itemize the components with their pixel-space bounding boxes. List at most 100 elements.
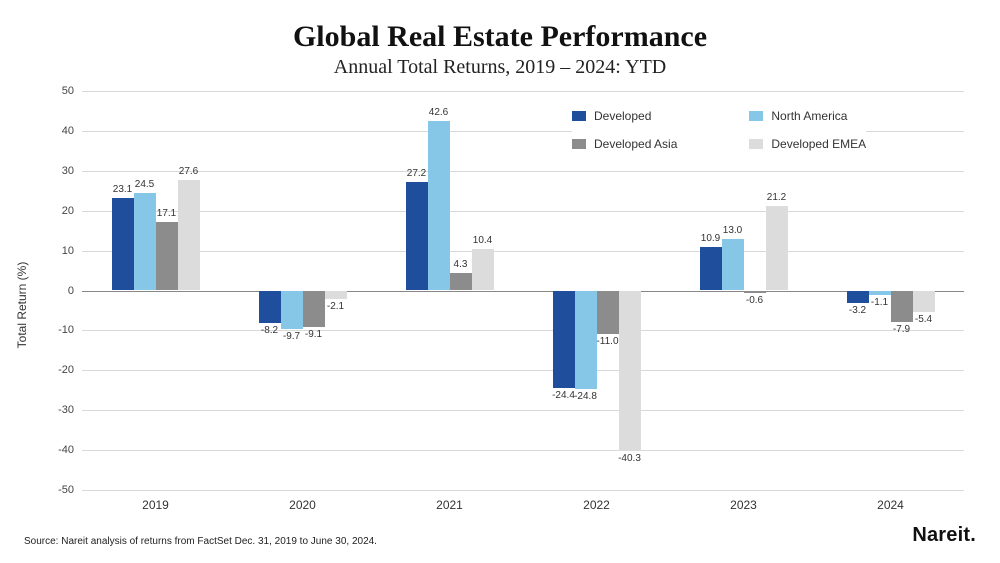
legend-swatch bbox=[572, 139, 586, 149]
chart-group: 23.124.517.127.62019 bbox=[82, 91, 229, 490]
chart-group: 27.242.64.310.42021 bbox=[376, 91, 523, 490]
bar-value-label: 23.1 bbox=[113, 184, 132, 195]
bar-slot: 27.6 bbox=[178, 91, 200, 490]
y-tick-label: 0 bbox=[68, 285, 82, 297]
bar bbox=[722, 239, 744, 291]
bar-slot: -2.1 bbox=[325, 91, 347, 490]
bar-value-label: 21.2 bbox=[767, 192, 786, 203]
page: Global Real Estate Performance Annual To… bbox=[0, 0, 1000, 563]
bar-value-label: -2.1 bbox=[327, 301, 344, 312]
bar bbox=[575, 291, 597, 390]
brand-logo: Nareit. bbox=[912, 524, 976, 547]
bar-value-label: 24.5 bbox=[135, 179, 154, 190]
legend-label: Developed bbox=[594, 109, 651, 123]
bar bbox=[281, 291, 303, 330]
bar bbox=[913, 291, 935, 313]
title-block: Global Real Estate Performance Annual To… bbox=[24, 20, 976, 79]
bar bbox=[472, 249, 494, 290]
y-tick-label: -10 bbox=[58, 324, 82, 336]
gridline bbox=[82, 490, 964, 491]
bar-value-label: 17.1 bbox=[157, 208, 176, 219]
bar bbox=[869, 291, 891, 295]
bar-slot: 23.1 bbox=[112, 91, 134, 490]
bar bbox=[700, 247, 722, 290]
x-tick-label: 2024 bbox=[817, 498, 964, 512]
legend-swatch bbox=[749, 139, 763, 149]
bar-value-label: 10.4 bbox=[473, 235, 492, 246]
y-tick-label: 10 bbox=[62, 245, 82, 257]
bar bbox=[619, 291, 641, 452]
y-tick-label: 50 bbox=[62, 85, 82, 97]
bar bbox=[406, 182, 428, 291]
bar-value-label: -5.4 bbox=[915, 314, 932, 325]
bar-value-label: -24.8 bbox=[574, 391, 597, 402]
legend-label: North America bbox=[771, 109, 847, 123]
x-tick-label: 2022 bbox=[523, 498, 670, 512]
plot-area: -50-40-30-20-100102030405023.124.517.127… bbox=[82, 91, 964, 490]
legend-label: Developed EMEA bbox=[771, 137, 866, 151]
bar bbox=[428, 121, 450, 291]
bar-value-label: 27.2 bbox=[407, 168, 426, 179]
bar-value-label: 42.6 bbox=[429, 107, 448, 118]
y-tick-label: -50 bbox=[58, 484, 82, 496]
bar-value-label: -7.9 bbox=[893, 324, 910, 335]
bar bbox=[553, 291, 575, 388]
legend-item: Developed Asia bbox=[572, 137, 677, 151]
y-tick-label: 40 bbox=[62, 125, 82, 137]
bar-slot: 17.1 bbox=[156, 91, 178, 490]
bar-slot: -9.1 bbox=[303, 91, 325, 490]
y-tick-label: -20 bbox=[58, 364, 82, 376]
bar bbox=[744, 291, 766, 293]
bar bbox=[597, 291, 619, 335]
bar-value-label: -8.2 bbox=[261, 325, 278, 336]
chart-subtitle: Annual Total Returns, 2019 – 2024: YTD bbox=[24, 56, 976, 79]
chart-inner: -50-40-30-20-100102030405023.124.517.127… bbox=[82, 91, 964, 518]
bar bbox=[891, 291, 913, 323]
bar-value-label: -0.6 bbox=[746, 295, 763, 306]
legend-item: North America bbox=[749, 109, 866, 123]
legend-swatch bbox=[749, 111, 763, 121]
bar-slot: -1.1 bbox=[869, 91, 891, 490]
bar bbox=[112, 198, 134, 290]
bar bbox=[303, 291, 325, 327]
bar bbox=[450, 273, 472, 290]
x-tick-label: 2021 bbox=[376, 498, 523, 512]
bar bbox=[847, 291, 869, 304]
x-tick-label: 2023 bbox=[670, 498, 817, 512]
legend-item: Developed EMEA bbox=[749, 137, 866, 151]
legend: Developed North America Developed Asia Deve… bbox=[572, 109, 866, 151]
bar-value-label: -9.1 bbox=[305, 329, 322, 340]
bar bbox=[178, 180, 200, 290]
bar-slot: 24.5 bbox=[134, 91, 156, 490]
bar bbox=[259, 291, 281, 324]
y-axis-label: Total Return (%) bbox=[15, 261, 29, 348]
legend-label: Developed Asia bbox=[594, 137, 677, 151]
bar-slot: -9.7 bbox=[281, 91, 303, 490]
bar-value-label: -11.0 bbox=[596, 336, 618, 347]
bar-slot: 4.3 bbox=[450, 91, 472, 490]
bar-value-label: -24.4 bbox=[552, 390, 575, 401]
bar-slot: -5.4 bbox=[913, 91, 935, 490]
bar-value-label: 4.3 bbox=[454, 259, 468, 270]
source-note: Source: Nareit analysis of returns from … bbox=[24, 536, 377, 547]
chart-wrap: Total Return (%) -50-40-30-20-1001020304… bbox=[24, 91, 976, 518]
footer: Source: Nareit analysis of returns from … bbox=[24, 524, 976, 547]
bar bbox=[766, 206, 788, 291]
bar-cluster: -8.2-9.7-9.1 -2.1 bbox=[259, 91, 347, 490]
bar-slot: 27.2 bbox=[406, 91, 428, 490]
bar-slot: -8.2 bbox=[259, 91, 281, 490]
bar-value-label: 13.0 bbox=[723, 225, 742, 236]
y-tick-label: 20 bbox=[62, 205, 82, 217]
bar-value-label: -40.3 bbox=[618, 453, 641, 464]
bar-value-label: -1.1 bbox=[871, 297, 888, 308]
y-tick-label: 30 bbox=[62, 165, 82, 177]
chart-group: -8.2-9.7-9.1-2.12020 bbox=[229, 91, 376, 490]
bar-slot: 10.4 bbox=[472, 91, 494, 490]
x-tick-label: 2019 bbox=[82, 498, 229, 512]
x-tick-label: 2020 bbox=[229, 498, 376, 512]
bar bbox=[134, 193, 156, 291]
bar-slot: 42.6 bbox=[428, 91, 450, 490]
y-tick-label: -30 bbox=[58, 404, 82, 416]
bar-slot: -7.9 bbox=[891, 91, 913, 490]
bar-cluster: 23.124.5 17.127.6 bbox=[112, 91, 200, 490]
